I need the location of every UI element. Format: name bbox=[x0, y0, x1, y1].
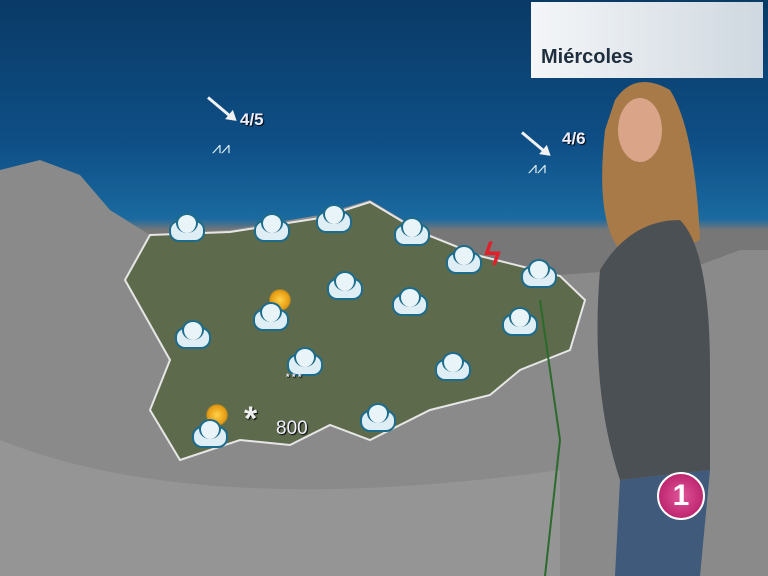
sea-waves-icon: ⩘⩘ bbox=[212, 140, 231, 157]
partly-cloudy-icon bbox=[249, 301, 289, 331]
presenter bbox=[597, 82, 710, 576]
sea-waves-icon: ⩘⩘ bbox=[528, 160, 547, 177]
cloud-icon bbox=[442, 244, 482, 274]
cloud-icon bbox=[312, 203, 352, 233]
cloud-icon bbox=[356, 402, 396, 432]
cloud-icon bbox=[250, 212, 290, 242]
snowflake-icon: * bbox=[244, 400, 258, 438]
wind-label: 4/6 bbox=[562, 129, 586, 148]
cloud-icon bbox=[517, 258, 557, 288]
cloud-icon bbox=[165, 212, 205, 242]
snow-level-label: 800 bbox=[276, 418, 308, 439]
partly-cloudy-icon bbox=[188, 418, 228, 448]
channel-logo: 1 bbox=[657, 472, 705, 520]
cloud-snow-icon bbox=[283, 346, 323, 376]
cloud-icon bbox=[171, 319, 211, 349]
cloud-icon bbox=[388, 286, 428, 316]
snowflakes-icon: * * * bbox=[286, 372, 302, 382]
wind-label: 4/5 bbox=[240, 110, 264, 129]
cloud-icon bbox=[390, 216, 430, 246]
day-banner: Miércoles bbox=[531, 2, 763, 78]
lightning-icon: ϟ bbox=[484, 236, 501, 272]
cloud-icon bbox=[323, 270, 363, 300]
cloud-icon bbox=[431, 351, 471, 381]
cloud-icon bbox=[498, 306, 538, 336]
day-title: Miércoles bbox=[541, 46, 634, 68]
